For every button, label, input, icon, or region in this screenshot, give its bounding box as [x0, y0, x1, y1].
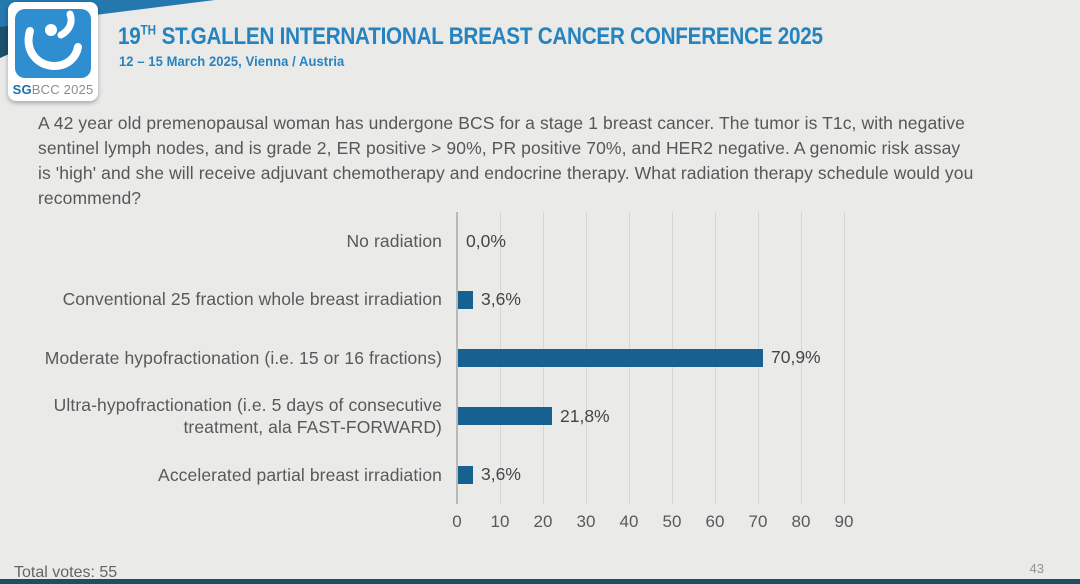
sgbcc-drop-icon: [15, 9, 91, 78]
x-axis-tick-label: 80: [791, 512, 811, 531]
category-label: Accelerated partial breast irradiation: [158, 464, 442, 485]
gridline: [801, 212, 802, 504]
value-label: 21,8%: [560, 405, 610, 426]
logo-label-rest: BCC 2025: [31, 82, 94, 97]
value-label: 3,6%: [481, 464, 521, 485]
x-axis-tick-label: 60: [705, 512, 725, 531]
value-label: 0,0%: [466, 230, 506, 251]
bottom-edge-band: [0, 579, 1080, 584]
bar: [458, 407, 552, 426]
conference-date-location: 12 – 15 March 2025, Vienna / Austria: [119, 54, 345, 69]
x-axis-tick-label: 70: [748, 512, 768, 531]
x-axis-tick-label: 20: [533, 512, 553, 531]
gridline: [844, 212, 845, 504]
bar: [458, 349, 763, 367]
category-label: No radiation: [346, 231, 442, 251]
x-axis-tick-label: 10: [490, 512, 510, 531]
value-label: 3,6%: [481, 289, 521, 310]
value-label: 70,9%: [771, 347, 821, 368]
title-prefix: 19: [118, 22, 141, 50]
sgbcc-logo-card: SGBCC 2025: [8, 2, 98, 101]
category-label: Conventional 25 fraction whole breast ir…: [62, 289, 442, 310]
conference-title: 19TH ST.GALLEN INTERNATIONAL BREAST CANC…: [118, 22, 823, 50]
y-axis-line: [456, 212, 458, 504]
category-label: Moderate hypofractionation (i.e. 15 or 1…: [44, 347, 442, 368]
bar: [458, 465, 473, 484]
x-axis-tick-label: 30: [576, 512, 596, 531]
logo-label-sg: SG: [12, 82, 32, 97]
title-rest: ST.GALLEN INTERNATIONAL BREAST CANCER CO…: [156, 22, 823, 50]
bar: [458, 290, 473, 309]
title-ordinal-sup: TH: [140, 22, 157, 38]
poll-question-text: A 42 year old premenopausal woman has un…: [38, 113, 974, 208]
x-axis-tick-label: 50: [662, 512, 682, 531]
category-label: Ultra-hypofractionation (i.e. 5 days of …: [53, 394, 442, 438]
total-votes-label: Total votes: 55: [14, 564, 118, 581]
x-axis-tick-label: 40: [619, 512, 639, 531]
slide-page-number: 43: [1029, 561, 1044, 576]
x-axis-tick-label: 90: [834, 512, 854, 531]
x-axis-tick-label: 0: [452, 512, 462, 531]
sgbcc-logo-label: SGBCC 2025: [8, 82, 98, 97]
